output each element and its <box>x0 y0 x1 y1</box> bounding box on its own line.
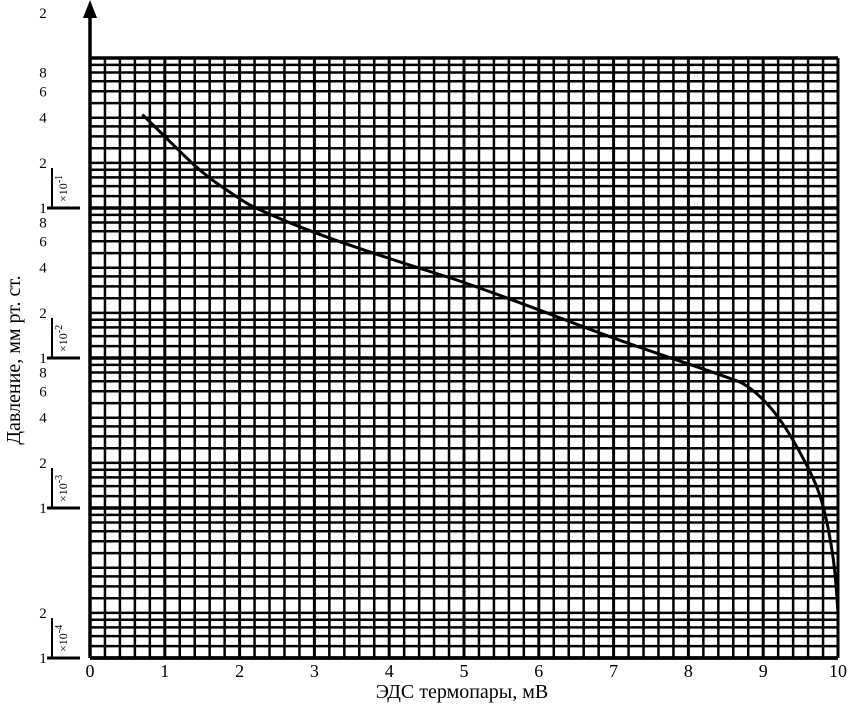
x-tick-label: 9 <box>759 661 768 681</box>
y-tick-label: 4 <box>39 111 47 127</box>
y-tick-label: 8 <box>39 66 47 82</box>
x-tick-label: 2 <box>235 661 244 681</box>
x-tick-label: 10 <box>829 661 847 681</box>
tick-labels: 012345678910246812468×10-112468×10-21246… <box>39 6 847 681</box>
x-tick-label: 0 <box>86 661 95 681</box>
x-tick-label: 8 <box>684 661 693 681</box>
decade-multiplier: ×10-1 <box>54 175 70 202</box>
y-tick-label: 6 <box>39 384 47 400</box>
y-tick-label: 4 <box>39 261 47 277</box>
y-tick-label: 8 <box>39 216 47 232</box>
x-tick-label: 1 <box>160 661 169 681</box>
decade-multiplier: ×10-2 <box>54 325 70 352</box>
x-tick-label: 4 <box>385 661 394 681</box>
x-axis-label: ЭДС термопары, мВ <box>376 681 549 703</box>
series-line <box>141 113 840 613</box>
axes <box>83 0 840 660</box>
y-tick-label: 2 <box>39 456 47 472</box>
x-tick-label: 7 <box>609 661 618 681</box>
x-tick-label: 5 <box>460 661 469 681</box>
y-tick-label: 4 <box>39 411 47 427</box>
x-tick-label: 6 <box>534 661 543 681</box>
y-tick-label: 6 <box>39 84 47 100</box>
y-tick-label: 1 <box>39 651 47 667</box>
y-tick-label: 2 <box>39 156 47 172</box>
y-tick-label: 8 <box>39 366 47 382</box>
y-tick-label: 1 <box>39 201 47 217</box>
curve <box>141 113 840 613</box>
y-tick-label: 1 <box>39 501 47 517</box>
y-axis-label: Давление, мм рт. ст. <box>3 275 25 444</box>
y-tick-label: 6 <box>39 234 47 250</box>
y-tick-label: 2 <box>39 6 47 22</box>
multiplier-exponent: -3 <box>54 475 65 483</box>
y-axis-arrow-icon <box>83 0 97 18</box>
y-tick-label: 1 <box>39 351 47 367</box>
y-tick-label: 2 <box>39 306 47 322</box>
x-tick-label: 3 <box>310 661 319 681</box>
multiplier-exponent: -4 <box>54 625 65 633</box>
grid <box>88 56 840 660</box>
decade-multiplier: ×10-4 <box>54 625 70 652</box>
y-tick-label: 2 <box>39 606 47 622</box>
multiplier-exponent: -2 <box>54 325 65 333</box>
decade-multiplier: ×10-3 <box>54 475 70 502</box>
multiplier-exponent: -1 <box>54 175 65 183</box>
